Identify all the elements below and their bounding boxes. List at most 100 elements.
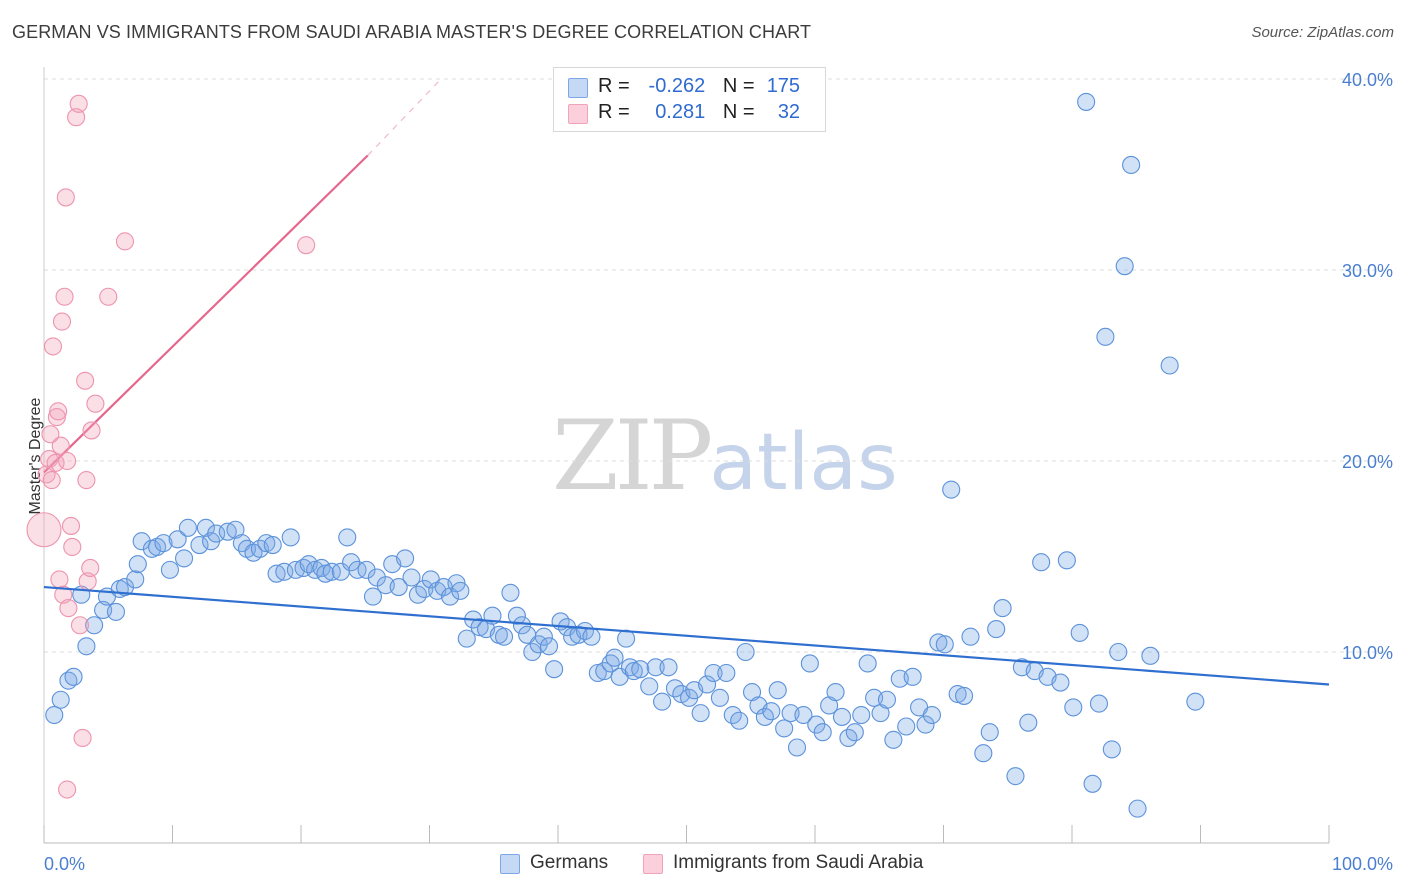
y-tick-label: 10.0% [1342,643,1393,663]
germans-point [257,534,276,553]
saudi-point [59,599,78,618]
saudi-point [26,512,62,548]
germans-point [1109,642,1128,662]
germans-point [974,744,993,763]
bottom-legend-swatch-germans [500,854,520,874]
germans-point [588,663,607,683]
saudi-point [54,585,73,604]
y-tick-label: 30.0% [1342,261,1393,281]
saudi-trend [43,154,369,474]
germans-point [1032,553,1051,572]
saudi-point [52,312,72,331]
saudi-point [77,471,96,490]
saudi-point [297,236,316,255]
germans-point [396,549,415,568]
germans-point [51,690,70,709]
legend-n-label: N = [722,101,755,123]
saudi-point [42,471,61,490]
germans-point [512,616,532,635]
germans-point [1070,623,1089,642]
germans-point [154,534,173,553]
germans-trend-line [43,585,1330,686]
axes [43,67,1330,844]
legend-r-value: 0.281 [655,101,706,123]
germans-point [342,553,361,572]
germans-point [768,681,787,700]
germans-point [275,562,294,581]
germans-point [545,660,564,679]
germans-point [507,606,526,625]
germans-point [659,658,678,677]
germans-point [948,684,967,704]
germans-point [1160,356,1179,375]
germans-point [787,738,807,757]
saudi-point [63,537,82,557]
germans-point [501,583,520,602]
germans-point [929,633,948,652]
germans-point [624,662,643,681]
germans-point [196,518,215,537]
germans-point [175,549,194,568]
saudi-trend-line [43,78,442,474]
saudi-point [81,558,100,578]
x-tick-label: 100.0% [1332,854,1393,874]
germans-point [1089,694,1109,713]
germans-point [775,719,794,738]
bottom-legend-label-saudi: Immigrants from Saudi Arabia [673,852,924,873]
y-tick-label: 40.0% [1342,70,1393,90]
germans-point [494,627,514,646]
saudi-point [50,570,69,589]
germans-point [877,690,897,709]
germans-point [832,707,852,726]
germans-point [1006,767,1025,786]
germans-point [1102,740,1121,759]
x-tick-label: 0.0% [44,854,85,874]
germans-point [160,560,179,579]
germans-point [800,654,819,673]
germans-point [993,599,1012,618]
germans-point [730,711,749,730]
saudi-point [46,453,65,472]
germans-point [1115,257,1134,276]
germans-point [605,648,624,667]
germans-points [45,92,1205,818]
legend-n-value: 32 [777,101,801,123]
saudi-point [43,337,63,356]
germans-point [987,620,1006,639]
germans-point [106,602,126,621]
germans-point [717,663,736,683]
germans-point [1019,713,1038,732]
germans-point [980,723,999,742]
germans-point [897,717,916,736]
germans-point [457,629,476,648]
germans-point [1083,774,1102,793]
germans-point [263,535,282,555]
germans-point [539,637,559,656]
germans-point [691,704,710,723]
germans-point [704,663,723,683]
germans-point [631,660,650,679]
germans-point [935,635,954,654]
germans-point [534,627,553,646]
germans-point [115,578,135,597]
legend-n-label: N = [722,75,755,97]
germans-point [955,686,974,705]
bottom-legend-label-germans: Germans [530,852,609,873]
saudi-point [49,402,68,421]
saudi-point [58,780,77,799]
tick-labels: 10.0% 20.0% 30.0% 40.0% 0.0% 100.0% [44,70,1393,874]
germans-point [762,702,781,721]
legend-n-value: 175 [766,75,801,97]
germans-point [903,667,922,686]
germans-point [736,642,755,662]
germans-point [451,581,470,600]
germans-point [267,564,286,583]
germans-point [128,555,147,574]
germans-point [1096,327,1115,346]
germans-point [316,564,335,583]
saudi-point [70,616,90,635]
germans-point [402,568,421,587]
germans-point [338,528,357,547]
germans-point [357,560,376,579]
germans-point [858,654,877,673]
